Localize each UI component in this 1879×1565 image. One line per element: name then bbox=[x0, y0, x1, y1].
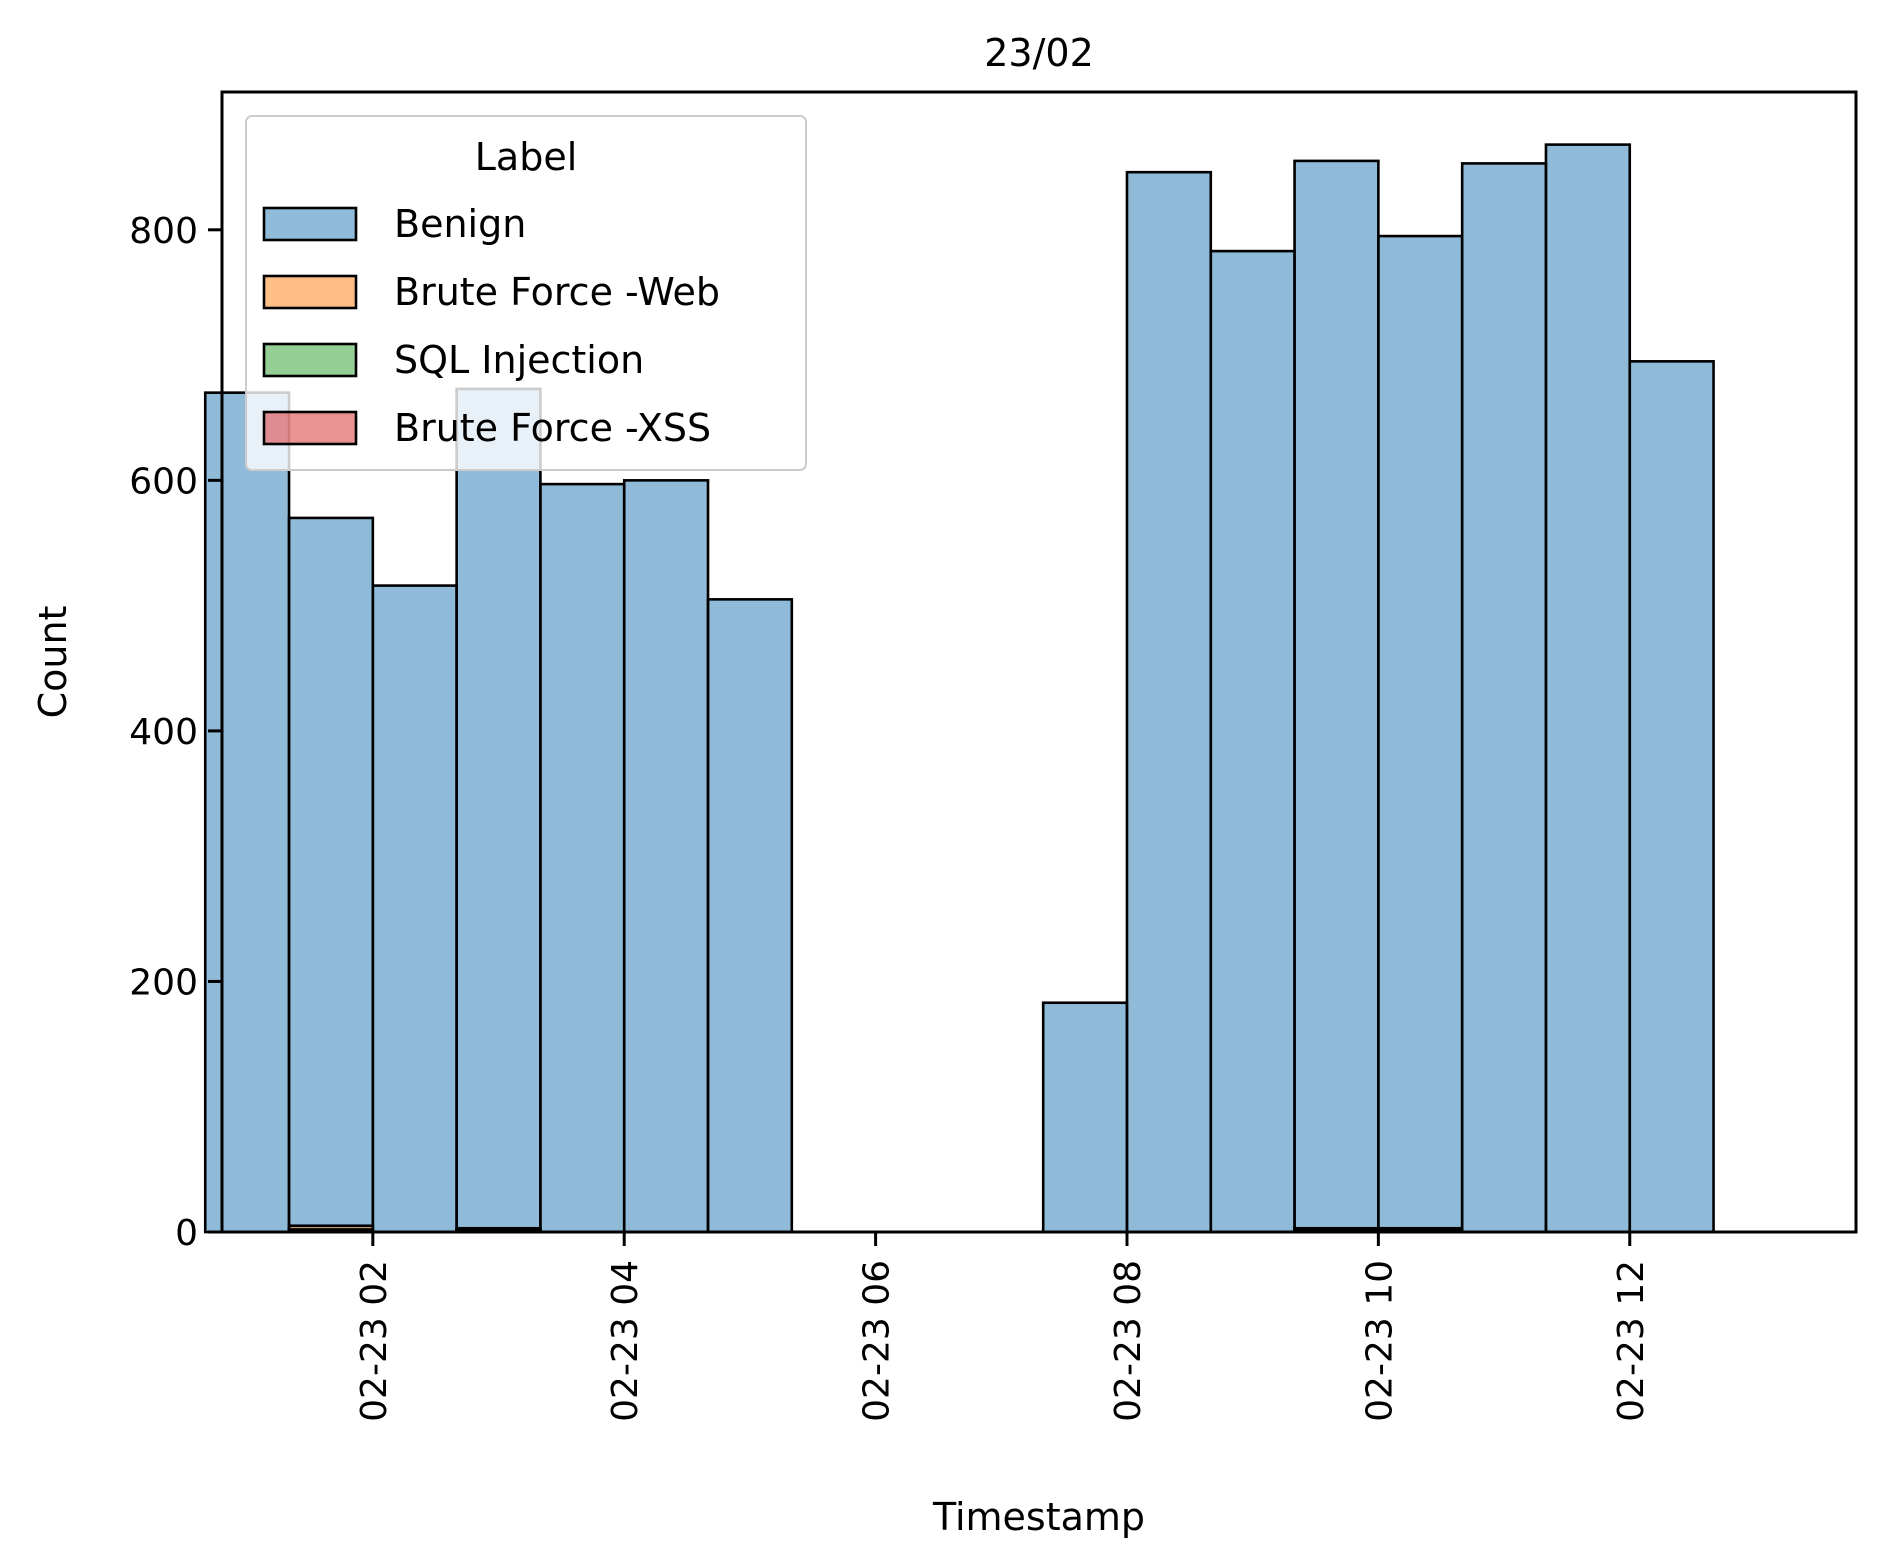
bar-benign-0 bbox=[203, 391, 291, 1234]
y-axis-label: Count bbox=[31, 606, 75, 719]
x-tick-label: 02-23 12 bbox=[1611, 1260, 1652, 1422]
legend-label: Benign bbox=[394, 202, 526, 246]
x-tick-label: 02-23 04 bbox=[605, 1260, 646, 1422]
legend: Label Benign Brute Force -Web SQL Injection… bbox=[245, 115, 807, 471]
bars-group bbox=[203, 143, 1715, 1234]
bar-benign-10 bbox=[1041, 1001, 1129, 1234]
x-tick-label: 02-23 10 bbox=[1359, 1260, 1400, 1422]
bar-benign-15 bbox=[1460, 162, 1548, 1234]
bar-benign-16 bbox=[1544, 143, 1632, 1234]
legend-swatch bbox=[262, 206, 358, 242]
y-tick-label: 800 bbox=[129, 211, 198, 252]
y-tick-label: 600 bbox=[129, 461, 198, 502]
bar-benign-12 bbox=[1209, 249, 1296, 1234]
bar-benign-3 bbox=[455, 387, 542, 1234]
y-tick-label: 400 bbox=[129, 712, 198, 753]
legend-title: Label bbox=[475, 135, 578, 179]
x-tick-label: 02-23 08 bbox=[1108, 1260, 1149, 1422]
bar-benign-6 bbox=[706, 598, 794, 1234]
legend-swatch bbox=[262, 274, 358, 310]
legend-box bbox=[245, 115, 807, 471]
y-tick-label: 200 bbox=[129, 962, 198, 1003]
x-tick-label: 02-23 06 bbox=[857, 1260, 898, 1422]
bar-benign-1 bbox=[287, 516, 375, 1234]
legend-swatch bbox=[262, 342, 358, 378]
legend-label: Brute Force -Web bbox=[394, 270, 720, 314]
chart-title: 23/02 bbox=[984, 31, 1094, 75]
bar-benign-11 bbox=[1125, 170, 1213, 1234]
bar-benign-2 bbox=[371, 584, 458, 1234]
x-tick-label: 02-23 02 bbox=[354, 1260, 395, 1422]
legend-label: Brute Force -XSS bbox=[394, 406, 711, 450]
bar-benign-5 bbox=[622, 479, 710, 1234]
y-tick-label: 0 bbox=[175, 1213, 198, 1254]
bar-benign-13 bbox=[1293, 159, 1380, 1234]
plot-frame bbox=[220, 90, 1858, 1234]
bar-benign-17 bbox=[1628, 360, 1715, 1234]
bar-benign-4 bbox=[539, 482, 626, 1234]
x-axis-label: Timestamp bbox=[932, 1495, 1145, 1539]
bar-benign-14 bbox=[1377, 234, 1464, 1234]
legend-label: SQL Injection bbox=[394, 338, 644, 382]
legend-swatch bbox=[262, 410, 358, 446]
axes-group: 0 200 400 600 800 02-23 02 02-23 04 02-23 06 02-… bbox=[129, 90, 1858, 1422]
